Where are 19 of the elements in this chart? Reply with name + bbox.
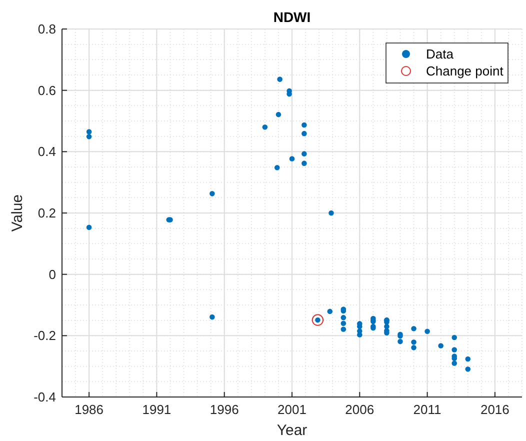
legend-label: Data <box>426 46 454 62</box>
y-tick-label: 0 <box>48 266 56 282</box>
y-tick-label: -0.4 <box>34 390 56 404</box>
x-tick-label: 2006 <box>345 402 374 417</box>
x-tick-label: 2001 <box>278 402 306 417</box>
y-tick-label: 0.6 <box>38 82 56 98</box>
x-axis-title: Year <box>276 422 308 439</box>
legend-label: Change point <box>426 64 504 78</box>
chart-title: NDWI <box>273 9 311 25</box>
x-tick-label: 2016 <box>480 402 510 417</box>
y-tick-label: 0.2 <box>38 206 56 220</box>
x-tick-label: 1996 <box>210 402 239 417</box>
y-axis-title: Value <box>9 194 26 232</box>
y-tick-label: 0.8 <box>38 22 56 36</box>
y-tick-label: -0.2 <box>34 328 56 344</box>
x-tick-label: 2011 <box>413 402 442 417</box>
x-tick-label: 1991 <box>142 402 172 417</box>
y-tick-label: 0.4 <box>38 144 56 160</box>
x-tick-label: 1986 <box>74 402 104 417</box>
